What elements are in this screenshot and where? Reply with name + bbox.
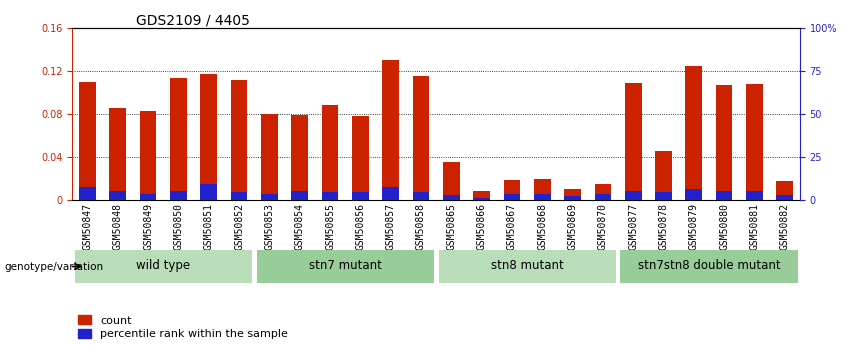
Bar xyxy=(231,193,248,200)
Bar xyxy=(201,74,217,200)
Bar xyxy=(382,187,399,200)
Bar xyxy=(716,191,733,200)
Bar xyxy=(504,194,520,200)
Bar xyxy=(110,191,126,200)
Bar xyxy=(776,181,793,200)
Text: GSM50882: GSM50882 xyxy=(780,203,790,249)
Bar xyxy=(625,190,642,200)
Bar xyxy=(79,187,96,200)
Bar xyxy=(776,195,793,200)
Bar xyxy=(564,196,581,200)
Bar xyxy=(625,82,642,200)
Text: GSM50851: GSM50851 xyxy=(203,203,214,249)
Text: GSM50877: GSM50877 xyxy=(628,203,638,249)
Bar xyxy=(438,250,615,283)
Bar xyxy=(201,184,217,200)
Bar xyxy=(595,194,611,200)
Bar xyxy=(443,195,460,200)
Text: GSM50852: GSM50852 xyxy=(234,203,244,249)
Bar xyxy=(504,180,520,200)
Text: GSM50854: GSM50854 xyxy=(294,203,305,249)
Text: GSM50867: GSM50867 xyxy=(507,203,517,249)
Bar xyxy=(620,250,797,283)
Bar xyxy=(746,84,762,200)
Text: GDS2109 / 4405: GDS2109 / 4405 xyxy=(136,14,250,28)
Bar xyxy=(322,105,339,200)
Bar xyxy=(291,115,308,200)
Bar xyxy=(322,193,339,200)
Text: genotype/variation: genotype/variation xyxy=(4,263,103,272)
Text: GSM50881: GSM50881 xyxy=(750,203,759,249)
Text: stn7 mutant: stn7 mutant xyxy=(309,259,381,272)
Bar xyxy=(257,250,434,283)
Bar xyxy=(534,194,551,200)
Bar xyxy=(170,191,186,200)
Bar xyxy=(655,150,671,200)
Bar xyxy=(291,191,308,200)
Text: stn7stn8 double mutant: stn7stn8 double mutant xyxy=(637,259,780,272)
Text: GSM50858: GSM50858 xyxy=(416,203,426,249)
Bar xyxy=(413,193,429,200)
Bar xyxy=(534,179,551,200)
Text: GSM50878: GSM50878 xyxy=(659,203,669,249)
Text: GSM50855: GSM50855 xyxy=(325,203,335,249)
Bar xyxy=(170,78,186,200)
Text: wild type: wild type xyxy=(136,259,191,272)
Bar xyxy=(110,108,126,200)
Text: GSM50866: GSM50866 xyxy=(477,203,487,249)
Bar xyxy=(261,194,277,200)
Bar xyxy=(473,197,490,200)
Text: GSM50870: GSM50870 xyxy=(598,203,608,249)
Bar xyxy=(564,189,581,200)
Text: GSM50853: GSM50853 xyxy=(265,203,274,249)
Bar xyxy=(231,80,248,200)
Text: GSM50850: GSM50850 xyxy=(174,203,184,249)
Bar xyxy=(686,189,702,200)
Text: GSM50865: GSM50865 xyxy=(446,203,456,249)
Bar xyxy=(655,193,671,200)
Bar xyxy=(473,191,490,200)
Text: GSM50879: GSM50879 xyxy=(688,203,699,249)
Text: GSM50868: GSM50868 xyxy=(537,203,547,249)
Bar xyxy=(352,116,368,200)
Text: GSM50857: GSM50857 xyxy=(386,203,396,249)
Bar xyxy=(140,111,157,200)
Bar xyxy=(79,81,96,200)
Bar xyxy=(746,191,762,200)
Text: GSM50869: GSM50869 xyxy=(568,203,578,249)
Text: GSM50847: GSM50847 xyxy=(83,203,93,249)
Text: stn8 mutant: stn8 mutant xyxy=(491,259,563,272)
Bar xyxy=(382,60,399,200)
Text: GSM50880: GSM50880 xyxy=(719,203,729,249)
Bar xyxy=(140,194,157,200)
Text: GSM50848: GSM50848 xyxy=(113,203,123,249)
Text: GSM50856: GSM50856 xyxy=(356,203,365,249)
Bar xyxy=(716,85,733,200)
Bar xyxy=(261,114,277,200)
Bar xyxy=(352,193,368,200)
Text: GSM50849: GSM50849 xyxy=(143,203,153,249)
Bar xyxy=(686,66,702,200)
Bar xyxy=(595,184,611,200)
Legend: count, percentile rank within the sample: count, percentile rank within the sample xyxy=(78,315,288,339)
Bar xyxy=(443,162,460,200)
Bar xyxy=(75,250,252,283)
Bar xyxy=(413,76,429,200)
